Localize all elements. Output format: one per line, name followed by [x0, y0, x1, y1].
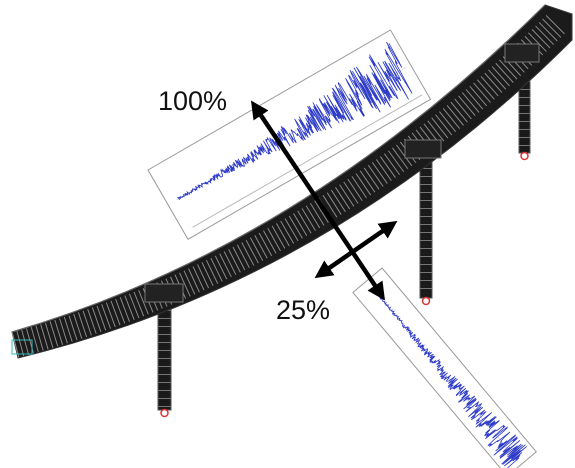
figure: 100% 25%: [0, 0, 575, 468]
page: 100% 25% (() => { const data = JSON.pars…: [0, 0, 575, 468]
pier-cap: [505, 44, 539, 62]
record-secondary: [353, 268, 536, 468]
label-major: 100%: [158, 86, 227, 116]
pier-cap: [405, 140, 441, 158]
pier-cap: [145, 284, 183, 302]
label-minor: 25%: [276, 295, 330, 325]
arrow-minor: [322, 226, 390, 273]
